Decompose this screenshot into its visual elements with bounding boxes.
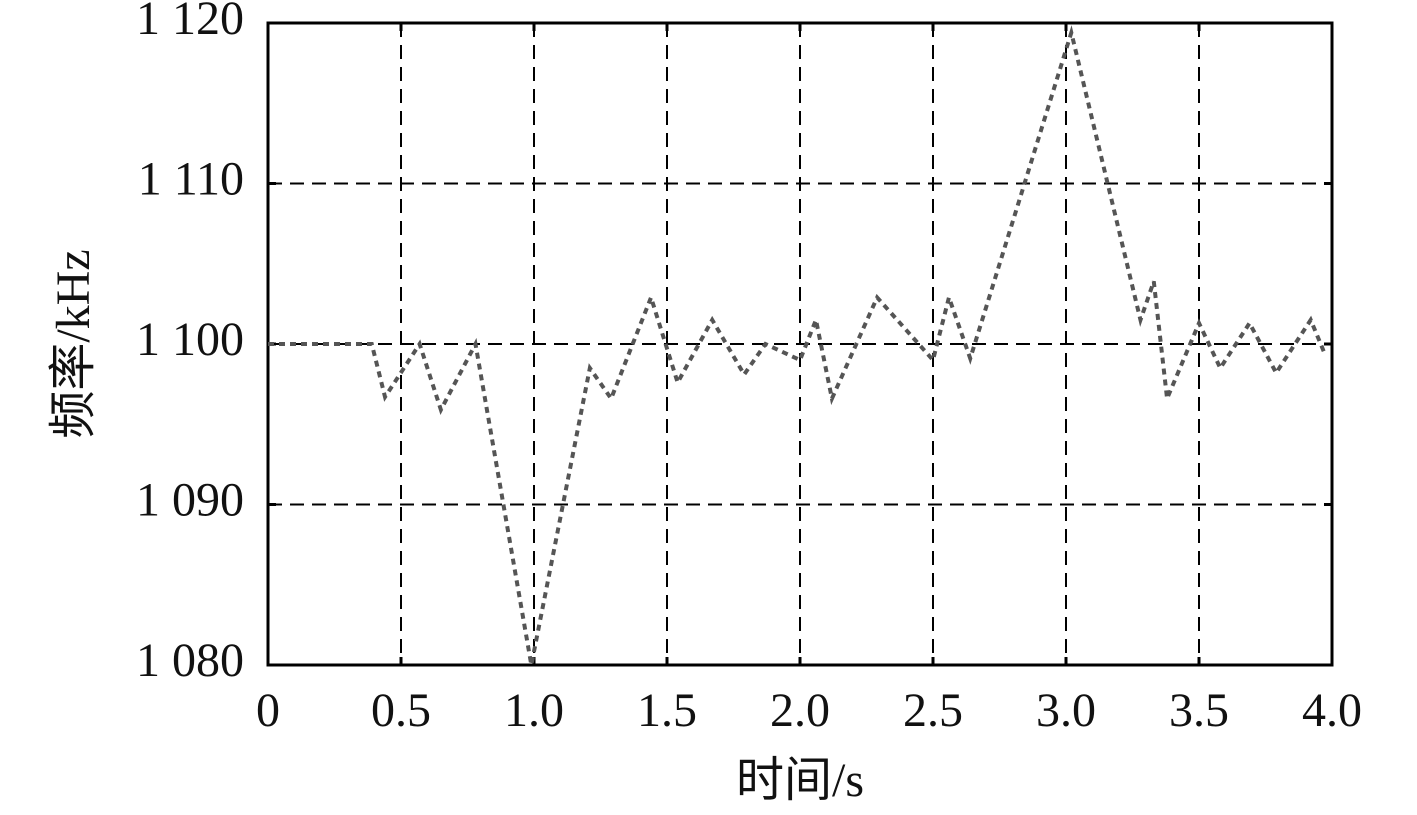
y-axis-label: 频率/kHz [47,249,100,438]
x-tick-label: 1.5 [637,684,697,737]
data-line [268,25,1326,666]
x-tick-label: 2.5 [903,684,963,737]
x-tick-label: 3.5 [1169,684,1229,737]
x-tick-label: 3.0 [1036,684,1096,737]
y-tick-label: 1 080 [136,634,244,687]
x-tick-label: 0.5 [371,684,431,737]
x-tick-label: 2.0 [770,684,830,737]
y-tick-label: 1 120 [136,0,244,45]
x-tick-label: 1.0 [504,684,564,737]
y-tick-label: 1 110 [138,153,244,206]
y-tick-label: 1 090 [136,474,244,527]
x-axis-label: 时间/s [736,754,864,807]
x-tick-label: 4.0 [1302,684,1362,737]
y-tick-label: 1 100 [136,313,244,366]
x-tick-label: 0 [256,684,280,737]
